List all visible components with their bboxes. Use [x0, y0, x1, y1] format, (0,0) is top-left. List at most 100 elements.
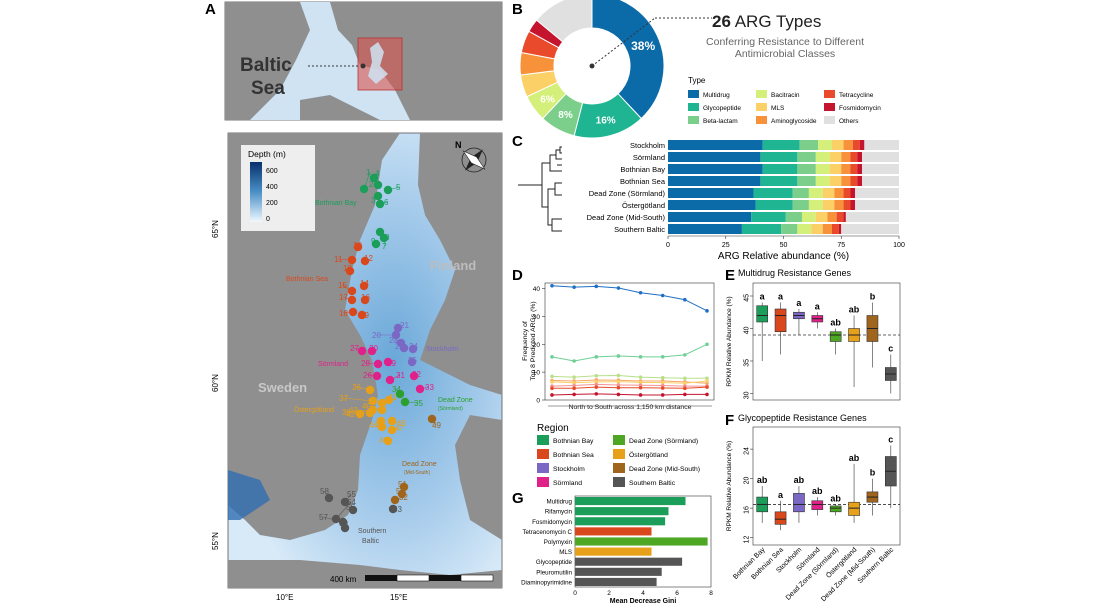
panel-label-b: B [512, 1, 523, 18]
line-point-7-4 [638, 393, 643, 397]
stacked-category-ostergotland: Östergötland [622, 201, 665, 210]
line-series-1 [551, 343, 708, 362]
map-land-baltic-states [455, 415, 502, 540]
stacked-category-bothnian-bay: Bothnian Bay [620, 165, 665, 174]
boxF-box-ostergotland [848, 501, 860, 516]
stacked-bar-dead-zone-mid-south-bacitracin [801, 212, 816, 222]
line-point-1-1 [572, 359, 576, 363]
station-marker-51 [399, 482, 409, 492]
line-series-2 [551, 374, 707, 379]
station-number-59: 59 [339, 519, 348, 528]
stacked-bar-bothnian-sea-mls [829, 176, 842, 186]
station-number-29: 29 [387, 359, 396, 368]
inset-land-south [300, 95, 380, 120]
line-point-2-4 [638, 375, 643, 379]
stacked-bar-sormland-beta-lactam [797, 152, 816, 162]
stacked-bar-southern-baltic-aminoglycoside [822, 224, 833, 234]
depth-tick-200: 200 [266, 200, 278, 207]
boxF-letter-bothnian-bay: ab [757, 475, 768, 485]
station-number-9: 9 [371, 237, 376, 246]
stacked-bar-southern-baltic-fosmidomycin [838, 224, 842, 234]
line-point-0-7 [705, 309, 709, 313]
stacked-bar-stockholm-beta-lactam [799, 140, 819, 150]
station-marker-13 [345, 266, 355, 276]
stacked-bar-stockholm-multidrug [668, 140, 763, 150]
stacked-bar-bothnian-bay-bacitracin [815, 164, 830, 174]
line-point-7-6 [683, 392, 687, 397]
gini-category-pleuromutilin: Pleuromutilin [536, 569, 572, 576]
line-ytick-40: 40 [533, 286, 541, 293]
station-number-28: 28 [361, 359, 370, 368]
stacked-bar-ostergotland-multidrug [668, 200, 756, 210]
station-marker-46 [377, 422, 387, 432]
boxF-title: Glycopeptide Resistance Genes [738, 413, 867, 423]
stacked-bar-bothnian-sea-glycopeptide [760, 176, 798, 186]
line-point-7-3 [616, 392, 621, 397]
station-marker-14 [359, 281, 369, 291]
line-point-5-4 [638, 383, 643, 388]
boxE-letter-stockholm: a [796, 298, 802, 308]
stacked-category-stockholm: Stockholm [630, 141, 665, 150]
type-legend-swatch-glycopeptide [688, 103, 699, 111]
panel-c: C Stockholm Sörmland Bothnian Bay Bothnian … [512, 133, 905, 262]
region-legend-swatch-stockholm [537, 463, 549, 473]
type-legend-swatch-bacitracin [756, 90, 767, 98]
stacked-bar-southern-baltic-glycopeptide [741, 224, 782, 234]
line-point-6-3 [616, 385, 621, 390]
baltic-label: Baltic [240, 55, 292, 76]
station-marker-2 [373, 180, 383, 190]
type-legend-label-bacitracin: Bacitracin [771, 92, 800, 99]
boxF-letter-ostergotland: ab [849, 453, 860, 463]
boxF-box-sormland [811, 500, 824, 510]
line-point-1-0 [550, 355, 554, 359]
region-legend-label-sormland: Sörmland [553, 480, 582, 487]
boxF-letter-bothnian-sea: a [778, 490, 784, 500]
line-point-6-7 [705, 385, 709, 389]
gini-bar-fosmidomycin [575, 517, 666, 526]
country-sweden: Sweden [258, 380, 307, 395]
stacked-bar-stockholm-others [864, 140, 899, 150]
donut-chart: 38% 16% 8%6% [519, 0, 665, 139]
stacked-bar-sormland-fosmidomycin [857, 152, 863, 162]
station-marker-10 [353, 242, 363, 252]
boxF-ytick-20: 20 [744, 477, 751, 485]
line-point-2-3 [616, 373, 621, 378]
station-number-11: 11 [334, 255, 343, 264]
type-legend-title: Type [688, 76, 706, 85]
line-ylabel-1: Frequency of [522, 321, 529, 361]
region-legend: Region Bothnian Bay Bothnian Sea Stockholm… [537, 423, 700, 487]
station-number-19: 19 [360, 311, 369, 320]
region-legend-swatch-dead-zone-mid-south [613, 463, 625, 473]
stacked-category-dead-zone-mid-south: Dead Zone (Mid-South) [587, 213, 666, 222]
station-marker-17 [347, 295, 357, 305]
line-point-2-0 [550, 374, 554, 379]
stacked-bar-dead-zone-mid-south-others [845, 212, 899, 222]
region-legend-swatch-bothnian-bay [537, 435, 549, 445]
station-number-50: 50 [396, 487, 405, 496]
line-point-4-5 [660, 380, 665, 385]
region-label-baltic: Baltic [362, 538, 380, 545]
stacked-bar-southern-baltic-tetracycline [832, 224, 839, 234]
station-markers: 1234567891011121314151617181920212223242… [319, 168, 441, 533]
line-point-6-5 [660, 386, 665, 390]
line-point-6-0 [550, 386, 554, 391]
stacked-bar-bothnian-bay-glycopeptide [762, 164, 798, 174]
station-marker-26 [372, 371, 382, 381]
depth-tick-0: 0 [266, 216, 270, 223]
gini-category-multidrug: Multidrug [547, 499, 573, 506]
station-marker-11 [347, 255, 357, 265]
map-deep-water-west [228, 470, 270, 520]
stacked-bar-dead-zone-sormland-multidrug [668, 188, 754, 198]
station-marker-53 [388, 504, 398, 514]
region-legend-label-bothnian-bay: Bothnian Bay [553, 438, 594, 445]
region-label-bothnian-sea: Bothnian Sea [286, 276, 328, 283]
stacked-x-axis-label: ARG Relative abundance (%) [718, 251, 849, 262]
stacked-category-sormland: Sörmland [633, 153, 665, 162]
stacked-bar-dead-zone-mid-south-mls [815, 212, 828, 222]
station-number-4: 4 [375, 169, 380, 178]
gini-category-mls: MLS [559, 549, 572, 556]
station-marker-43 [365, 408, 375, 418]
panel-g: G Multidrug Rifamycin Fosmidomycin Tetracen… [512, 490, 713, 605]
